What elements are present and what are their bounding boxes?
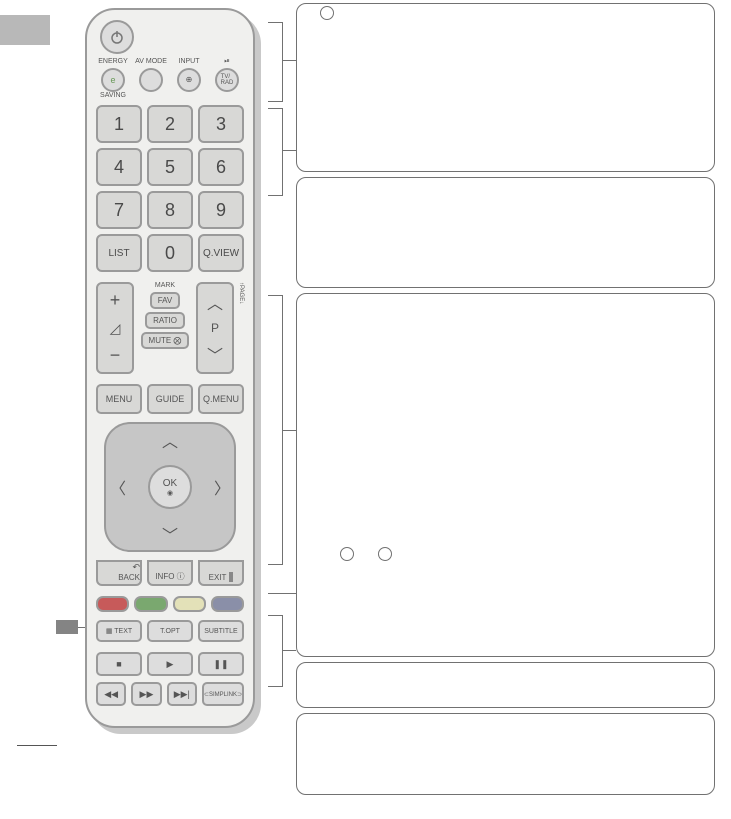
yellow-button[interactable]: [173, 596, 206, 612]
key-3[interactable]: 3: [198, 105, 244, 143]
subtitle-button[interactable]: SUBTITLE: [198, 620, 244, 642]
key-0[interactable]: 0: [147, 234, 193, 272]
key-4[interactable]: 4: [96, 148, 142, 186]
pause-button[interactable]: ❚❚: [198, 652, 244, 676]
play-button[interactable]: ▶: [147, 652, 193, 676]
list-button[interactable]: LIST: [96, 234, 142, 272]
ok-label: OK: [163, 478, 177, 489]
ffwd-button[interactable]: ▶▶: [131, 682, 161, 706]
back-button[interactable]: ↶ BACK: [96, 560, 142, 586]
callout-panel-3: [296, 293, 715, 657]
volume-rocker[interactable]: + ◿ −: [96, 282, 134, 374]
menu-button[interactable]: MENU: [96, 384, 142, 414]
leader-l2: [282, 150, 296, 151]
key-6[interactable]: 6: [198, 148, 244, 186]
energy-label: ENERGY: [98, 58, 128, 66]
green-button[interactable]: [134, 596, 167, 612]
blue-button[interactable]: [211, 596, 244, 612]
bracket-b2: [268, 108, 283, 196]
dpad-right[interactable]: 〉: [214, 475, 230, 499]
chevron-up-icon: ︿: [207, 290, 223, 314]
ok-button[interactable]: OK ◉: [148, 465, 192, 509]
energy-button[interactable]: e: [101, 68, 125, 92]
ratio-button[interactable]: RATIO: [145, 312, 185, 329]
page-label: ↑PAGE↓: [238, 282, 244, 374]
callout-circle-2: [340, 547, 354, 561]
leader-l5: [282, 650, 296, 651]
dpad-down[interactable]: ﹀: [162, 522, 178, 546]
vol-up-icon: +: [110, 290, 121, 311]
power-icon: [109, 29, 125, 45]
remote-control: ENERGY e SAVING AV MODE INPUT ⊕ ⏯ TV/ RA…: [85, 8, 255, 758]
page-tab: [0, 15, 50, 45]
guide-button[interactable]: GUIDE: [147, 384, 193, 414]
program-rocker[interactable]: ︿ P ﹀: [196, 282, 234, 374]
remote-body: ENERGY e SAVING AV MODE INPUT ⊕ ⏯ TV/ RA…: [85, 8, 255, 728]
leader-l1: [282, 60, 296, 61]
qmenu-button[interactable]: Q.MENU: [198, 384, 244, 414]
back-label: BACK: [118, 573, 140, 582]
tvrad-button[interactable]: TV/ RAD: [215, 68, 239, 92]
mute-button[interactable]: MUTE ⨂: [141, 332, 190, 349]
key-9[interactable]: 9: [198, 191, 244, 229]
bracket-b3: [268, 295, 283, 565]
mark-label: MARK: [155, 282, 175, 289]
exit-bar-icon: [229, 572, 233, 582]
exit-label: EXIT: [209, 573, 227, 582]
vol-down-icon: −: [110, 345, 121, 366]
key-8[interactable]: 8: [147, 191, 193, 229]
bracket-b1: [268, 22, 283, 102]
key-2[interactable]: 2: [147, 105, 193, 143]
callout-panel-2: [296, 177, 715, 288]
p-label: P: [211, 321, 219, 335]
text-button[interactable]: ▦ TEXT: [96, 620, 142, 642]
topt-button[interactable]: T.OPT: [147, 620, 193, 642]
rewind-button[interactable]: ◀◀: [96, 682, 126, 706]
callout-panel-5: [296, 713, 715, 795]
skip-button[interactable]: ▶▶|: [167, 682, 197, 706]
ok-dot-icon: ◉: [167, 489, 173, 497]
stop-button[interactable]: ■: [96, 652, 142, 676]
input-label: INPUT: [179, 58, 200, 66]
key-5[interactable]: 5: [147, 148, 193, 186]
dpad-left[interactable]: 〈: [110, 475, 126, 499]
avmode-button[interactable]: [139, 68, 163, 92]
chevron-down-icon: ﹀: [207, 342, 223, 366]
key-1[interactable]: 1: [96, 105, 142, 143]
vol-triangle-icon: ◿: [110, 320, 121, 337]
info-button[interactable]: INFO ⓘ: [147, 560, 193, 586]
tape-icon: ⏯: [224, 58, 230, 66]
callout-panel-1: [296, 3, 715, 172]
number-keypad: 1 2 3 4 5 6 7 8 9 LIST 0 Q.VIEW: [96, 105, 244, 272]
back-icon: ↶: [132, 562, 140, 573]
power-button[interactable]: [100, 20, 134, 54]
leader-l3: [282, 430, 296, 431]
saving-label: SAVING: [100, 92, 126, 100]
footnote-line: [17, 745, 57, 746]
avmode-label: AV MODE: [135, 58, 167, 66]
red-button[interactable]: [96, 596, 129, 612]
callout-circle-3: [378, 547, 392, 561]
qview-button[interactable]: Q.VIEW: [198, 234, 244, 272]
callout-circle-1: [320, 6, 334, 20]
fav-button[interactable]: FAV: [150, 292, 181, 309]
exit-button[interactable]: EXIT: [198, 560, 244, 586]
key-7[interactable]: 7: [96, 191, 142, 229]
bracket-b4: [268, 615, 283, 687]
input-button[interactable]: ⊕: [177, 68, 201, 92]
dpad-up[interactable]: ︿: [162, 428, 178, 452]
simplink-button[interactable]: ⊂SIMPLINK⊃: [202, 682, 244, 706]
callout-panel-4: [296, 662, 715, 708]
dpad: ︿ ﹀ 〈 〉 OK ◉: [96, 422, 244, 552]
leader-l4: [268, 593, 296, 594]
callout-square: [56, 620, 78, 634]
